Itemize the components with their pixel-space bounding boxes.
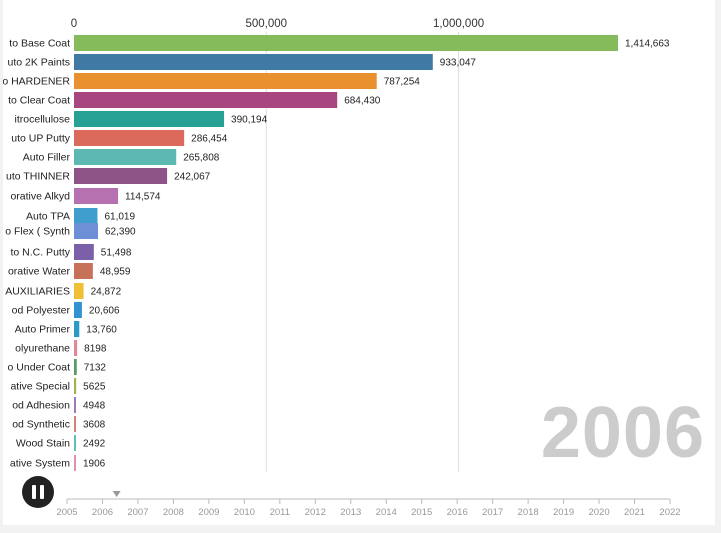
bar[interactable] bbox=[74, 435, 76, 451]
x-tick-label: 500,000 bbox=[245, 18, 287, 30]
value-label: 390,194 bbox=[231, 115, 268, 126]
value-label: 24,872 bbox=[91, 287, 122, 298]
category-label: AUXILIARIES bbox=[5, 286, 70, 298]
category-label: od Polyester bbox=[12, 305, 71, 317]
bar[interactable] bbox=[74, 397, 76, 413]
timeline-year-label[interactable]: 2011 bbox=[270, 507, 290, 518]
bar[interactable] bbox=[74, 321, 80, 337]
category-label: to Clear Coat bbox=[8, 95, 70, 107]
category-label: o Under Coat bbox=[8, 362, 71, 374]
timeline-year-label[interactable]: 2012 bbox=[305, 507, 326, 518]
value-label: 242,067 bbox=[174, 172, 211, 183]
x-tick-label: 0 bbox=[71, 18, 77, 30]
timeline-year-label[interactable]: 2015 bbox=[411, 507, 432, 518]
timeline-year-label[interactable]: 2021 bbox=[624, 507, 645, 518]
value-label: 48,959 bbox=[100, 267, 131, 278]
timeline-year-label[interactable]: 2020 bbox=[588, 507, 609, 518]
timeline-year-label[interactable]: 2017 bbox=[482, 507, 503, 518]
category-label: to Base Coat bbox=[9, 38, 70, 50]
bar[interactable] bbox=[74, 73, 377, 89]
timeline-handle[interactable] bbox=[112, 491, 121, 497]
bar-chart: 0 500,000 1,000,000 to Base Coat 1,414,663 ut… bbox=[3, 18, 681, 518]
value-label: 265,808 bbox=[183, 153, 220, 164]
bar[interactable] bbox=[74, 263, 93, 279]
bar[interactable] bbox=[74, 455, 76, 471]
value-label: 61,019 bbox=[104, 212, 135, 223]
bar[interactable] bbox=[74, 149, 177, 165]
bar[interactable] bbox=[74, 92, 338, 108]
value-label: 3608 bbox=[83, 420, 106, 431]
x-tick-label: 1,000,000 bbox=[433, 18, 484, 30]
category-label: Auto TPA bbox=[26, 211, 70, 223]
value-label: 684,430 bbox=[344, 96, 381, 107]
timeline-year-label[interactable]: 2016 bbox=[447, 507, 468, 518]
value-label: 4948 bbox=[83, 401, 106, 412]
category-label: ative System bbox=[10, 458, 70, 470]
value-label: 20,606 bbox=[89, 306, 120, 317]
current-year-label: 2006 bbox=[540, 393, 705, 473]
timeline-year-label[interactable]: 2014 bbox=[376, 507, 397, 518]
bar[interactable] bbox=[74, 168, 168, 184]
category-label: orative Alkyd bbox=[10, 191, 70, 203]
category-label: o Flex ( Synth bbox=[5, 226, 70, 238]
category-label: od Adhesion bbox=[12, 400, 70, 412]
bar[interactable] bbox=[74, 223, 98, 239]
category-label: itrocellulose bbox=[15, 114, 71, 126]
category-label: Auto Primer bbox=[15, 324, 71, 336]
bar[interactable] bbox=[74, 340, 78, 356]
pause-icon bbox=[32, 485, 44, 499]
bar[interactable] bbox=[74, 302, 82, 318]
chart-frame: 0 500,000 1,000,000 to Base Coat 1,414,663 ut… bbox=[3, 0, 715, 525]
timeline-year-label[interactable]: 2010 bbox=[234, 507, 255, 518]
bar[interactable] bbox=[74, 244, 94, 260]
category-label: uto 2K Paints bbox=[8, 57, 70, 69]
category-label: uto UP Putty bbox=[11, 133, 71, 145]
timeline-year-label[interactable]: 2008 bbox=[163, 507, 184, 518]
pause-button[interactable] bbox=[22, 476, 54, 508]
timeline-year-label[interactable]: 2009 bbox=[198, 507, 219, 518]
bar[interactable] bbox=[74, 35, 618, 51]
value-label: 2492 bbox=[83, 439, 106, 450]
value-label: 62,390 bbox=[105, 227, 136, 238]
timeline-year-label[interactable]: 2006 bbox=[92, 507, 113, 518]
category-label: Auto Filler bbox=[23, 152, 71, 164]
value-label: 933,047 bbox=[440, 58, 477, 69]
bar[interactable] bbox=[74, 359, 77, 375]
value-label: 5625 bbox=[83, 382, 106, 393]
category-label: o HARDENER bbox=[3, 76, 70, 88]
value-label: 286,454 bbox=[191, 134, 228, 145]
category-label: od Synthetic bbox=[12, 419, 70, 431]
category-label: uto THINNER bbox=[6, 171, 70, 183]
value-label: 1,414,663 bbox=[625, 39, 670, 50]
category-label: orative Water bbox=[8, 266, 71, 278]
value-label: 8198 bbox=[84, 344, 107, 355]
value-label: 1906 bbox=[83, 459, 106, 470]
bar[interactable] bbox=[74, 111, 225, 127]
category-label: to N.C. Putty bbox=[10, 247, 70, 259]
timeline-year-label[interactable]: 2013 bbox=[340, 507, 361, 518]
value-label: 114,574 bbox=[125, 192, 161, 203]
bar[interactable] bbox=[74, 378, 77, 394]
value-label: 51,498 bbox=[101, 248, 132, 259]
timeline-year-label[interactable]: 2019 bbox=[553, 507, 574, 518]
timeline-year-label[interactable]: 2007 bbox=[127, 507, 148, 518]
bar[interactable] bbox=[74, 208, 98, 224]
timeline-year-label[interactable]: 2022 bbox=[659, 507, 680, 518]
category-label: ative Special bbox=[10, 381, 70, 393]
bar[interactable] bbox=[74, 416, 76, 432]
bar[interactable] bbox=[74, 54, 433, 70]
category-label: Wood Stain bbox=[16, 438, 70, 450]
category-label: olyurethane bbox=[15, 343, 70, 355]
timeline-year-label[interactable]: 2018 bbox=[518, 507, 539, 518]
timeline-year-label[interactable]: 2005 bbox=[56, 507, 77, 518]
bar[interactable] bbox=[74, 130, 185, 146]
value-label: 787,254 bbox=[384, 77, 421, 88]
bar[interactable] bbox=[74, 188, 119, 204]
value-label: 7132 bbox=[84, 363, 107, 374]
value-label: 13,760 bbox=[86, 325, 117, 336]
bar[interactable] bbox=[74, 283, 84, 299]
